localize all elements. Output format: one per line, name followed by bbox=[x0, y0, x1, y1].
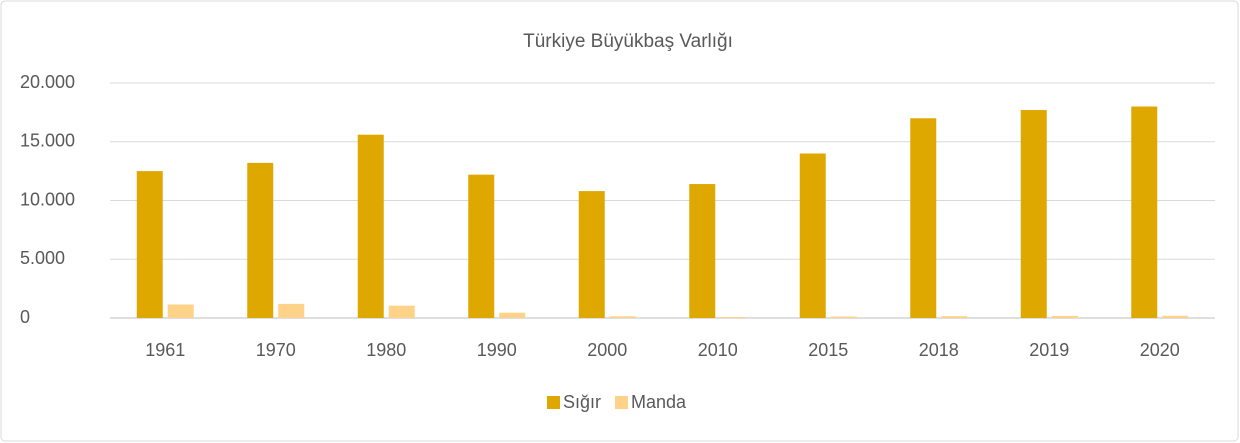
bar bbox=[499, 312, 526, 318]
bar bbox=[689, 184, 716, 318]
y-tick-label: 5.000 bbox=[20, 248, 65, 268]
x-tick-label: 2000 bbox=[587, 340, 627, 360]
bar bbox=[468, 174, 495, 318]
bar bbox=[278, 303, 305, 318]
x-tick-label: 1961 bbox=[145, 340, 185, 360]
y-tick-label: 20.000 bbox=[20, 72, 75, 92]
x-tick-label: 1970 bbox=[256, 340, 296, 360]
y-tick-label: 15.000 bbox=[20, 131, 75, 151]
bar bbox=[136, 171, 163, 318]
bar bbox=[799, 153, 826, 318]
bar bbox=[247, 162, 274, 318]
legend-swatch bbox=[547, 396, 560, 409]
bar bbox=[357, 134, 384, 318]
y-tick-label: 0 bbox=[20, 307, 30, 327]
x-tick-label: 2019 bbox=[1029, 340, 1069, 360]
bar bbox=[941, 316, 968, 318]
x-tick-label: 2010 bbox=[698, 340, 738, 360]
bar bbox=[910, 118, 937, 318]
legend-label: Sığır bbox=[563, 392, 601, 412]
bar bbox=[1020, 110, 1047, 319]
x-tick-label: 2020 bbox=[1140, 340, 1180, 360]
x-tick-label: 1980 bbox=[366, 340, 406, 360]
bar bbox=[388, 305, 415, 318]
bar bbox=[1051, 315, 1078, 318]
legend-swatch bbox=[615, 396, 629, 409]
bar bbox=[578, 191, 605, 318]
bar bbox=[830, 316, 857, 318]
x-tick-label: 2015 bbox=[808, 340, 848, 360]
legend-label: Manda bbox=[631, 392, 687, 412]
x-tick-label: 1990 bbox=[477, 340, 517, 360]
bar bbox=[609, 316, 636, 318]
x-tick-label: 2018 bbox=[919, 340, 959, 360]
chart-title: Türkiye Büyükbaş Varlığı bbox=[523, 31, 733, 52]
bar bbox=[1162, 315, 1189, 318]
y-tick-label: 10.000 bbox=[20, 189, 75, 209]
bar bbox=[1131, 106, 1158, 318]
bar bbox=[720, 317, 747, 318]
bar bbox=[167, 304, 194, 318]
